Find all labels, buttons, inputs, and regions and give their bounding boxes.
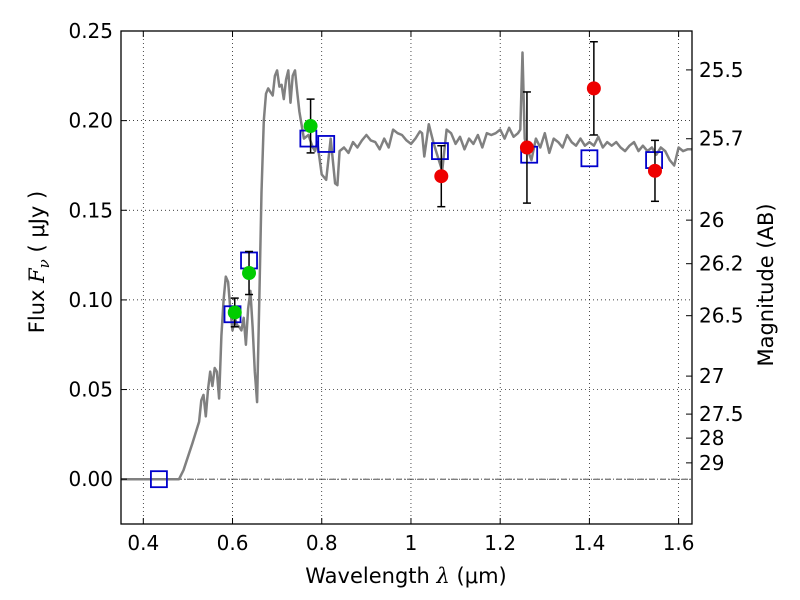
model-square-point (150, 470, 168, 489)
x-tick-label: 1.6 (663, 531, 695, 555)
y-tick-label: 0.20 (68, 109, 113, 133)
y-axis-label: Flux Fν ( μJy ) (25, 191, 53, 333)
x-tick-label: 0.4 (127, 531, 159, 555)
y-tick-label: 0.10 (68, 288, 113, 312)
x-tick-label: 1.2 (484, 531, 516, 555)
y-tick-label: 0.15 (68, 198, 113, 222)
series-layer (121, 41, 692, 489)
observed-flux-point (586, 81, 601, 96)
y2-axis-label: Magnitude (AB) (754, 203, 778, 366)
magnitude-tick-label: 27.5 (699, 402, 744, 426)
plot-area (121, 31, 692, 524)
observed-flux-point (519, 140, 534, 155)
observed-flux-point (303, 119, 318, 134)
model-square-point (317, 135, 336, 153)
magnitude-tick-label: 27 (699, 364, 724, 388)
magnitude-tick-label: 26 (699, 208, 724, 232)
x-tick-label: 0.6 (217, 531, 249, 555)
magnitude-tick-label: 26.2 (699, 252, 744, 276)
magnitude-tick-label: 25.7 (699, 127, 744, 151)
observed-flux-point (242, 266, 257, 281)
magnitude-tick-label: 25.5 (699, 58, 744, 82)
x-tick-label: 1.4 (573, 531, 605, 555)
model-spectrum-line (121, 51, 692, 481)
model-square-point (580, 149, 599, 168)
model-square-point (431, 142, 449, 161)
y-tick-label: 0.00 (68, 467, 113, 491)
x-tick-label: 1 (405, 531, 418, 555)
x-axis-label: Wavelength λ (μm) (305, 564, 506, 588)
observed-flux-point (227, 305, 242, 320)
x-tick-label: 0.8 (306, 531, 338, 555)
y-tick-label: 0.25 (68, 19, 113, 43)
observed-flux-point (647, 163, 662, 178)
magnitude-tick-label: 26.5 (699, 304, 744, 328)
magnitude-tick-label: 28 (699, 426, 724, 450)
magnitude-tick-label: 29 (699, 451, 724, 475)
axis-ticks: 0.4 0.6 0.8 1 1.2 1.4 1.6 0.00 0.05 0.10 0.15 0.20 0… (68, 19, 743, 555)
plot-frame (120, 30, 693, 525)
y-tick-label: 0.05 (68, 378, 113, 402)
observed-flux-point (434, 169, 449, 184)
